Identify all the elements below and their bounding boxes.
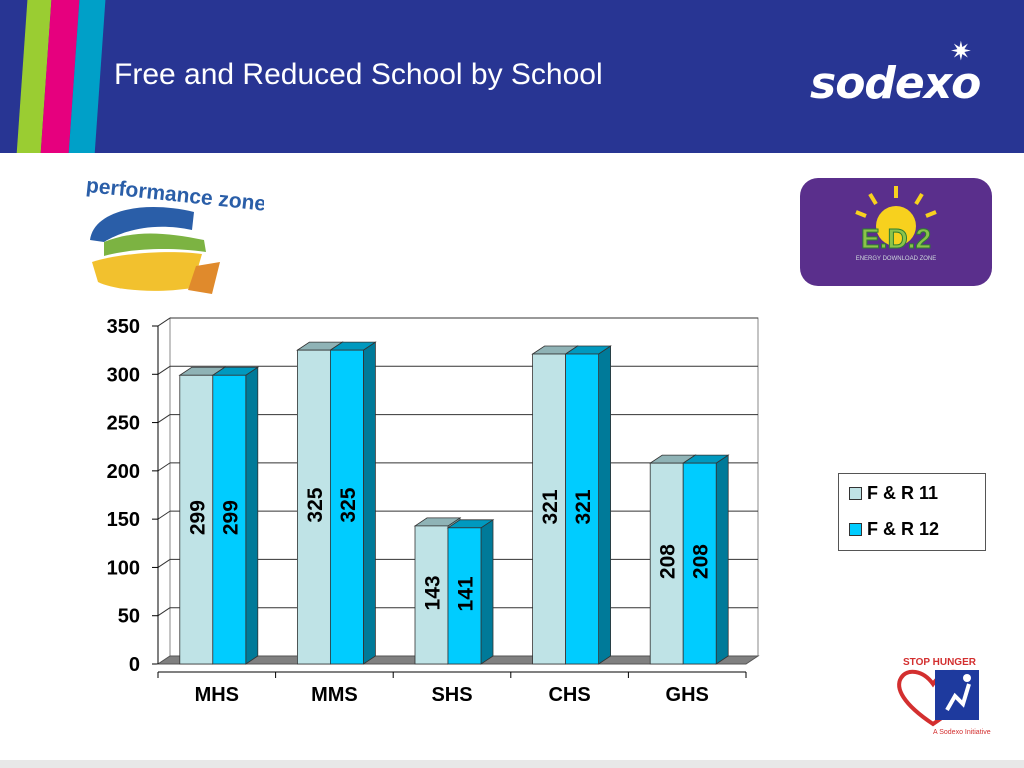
bar: [447, 527, 482, 665]
bar: [532, 353, 566, 665]
legend-item-series-1: F & R 11: [849, 482, 938, 504]
x-tick-label: GHS: [666, 684, 709, 706]
gridline-depth: [157, 317, 171, 327]
legend-swatch-series-2: [849, 522, 862, 536]
bar-side: [245, 366, 259, 665]
bar: [329, 349, 364, 665]
x-tick-label: MMS: [311, 684, 358, 706]
stop-hunger-logo-text: STOP HUNGER: [903, 657, 977, 668]
energy-download-zone-logo: E.D.2 ENERGY DOWNLOAD ZONE: [800, 178, 992, 286]
x-tick-label: SHS: [431, 684, 472, 706]
data-label: 321: [539, 489, 562, 524]
gridline-depth: [157, 510, 171, 520]
gridline-depth: [157, 559, 171, 568]
chart-legend: F & R 11 F & R 12: [838, 473, 986, 551]
legend-label-series-2: F & R 12: [867, 518, 940, 539]
bottom-bar: [0, 760, 1024, 768]
y-tick-label: 50: [118, 606, 140, 628]
gridline-depth: [157, 414, 171, 423]
bar: [212, 374, 247, 665]
y-tick-label: 350: [107, 316, 140, 338]
legend-swatch-series-1: [849, 486, 862, 500]
bar: [682, 462, 717, 665]
slide-header: Free and Reduced School by School sodexo…: [0, 0, 1024, 153]
legend-label-series-1: F & R 11: [867, 482, 939, 503]
bar: [649, 462, 684, 665]
y-tick-label: 300: [107, 364, 140, 386]
bar-side: [715, 454, 729, 665]
bar-chart: 0 50 100 150 200 250 300 350 MHS 299 299 MMS 325 325 S…: [107, 316, 760, 706]
bar: [565, 353, 599, 665]
x-tick-label: MHS: [195, 684, 239, 706]
data-label: 208: [690, 544, 713, 579]
stop-hunger-logo: STOP HUNGER A Sodexo Initiative: [897, 657, 991, 736]
bar-side: [598, 345, 611, 665]
data-label: 141: [455, 576, 478, 611]
y-tick-label: 200: [107, 461, 140, 483]
bar: [179, 374, 214, 665]
gridline-depth: [157, 365, 171, 375]
y-tick-label: 250: [107, 413, 140, 435]
slide-title: Free and Reduced School by School: [114, 58, 603, 91]
y-tick-label: 150: [107, 509, 140, 531]
bar-side: [480, 519, 494, 665]
edz-logo-subtext: ENERGY DOWNLOAD ZONE: [856, 256, 937, 262]
gridline-depth: [157, 607, 171, 617]
y-tick-label: 0: [129, 654, 140, 676]
data-label: 208: [657, 544, 680, 579]
data-label: 299: [186, 500, 209, 535]
stop-hunger-logo-subtext: A Sodexo Initiative: [933, 729, 991, 736]
sodexo-star-icon: ✷: [950, 36, 972, 66]
bar: [296, 349, 331, 665]
sodexo-logo: sodexo: [810, 58, 981, 109]
data-label: 321: [572, 489, 595, 524]
x-tick-label: CHS: [548, 684, 590, 706]
bar-side: [362, 341, 376, 665]
legend-item-series-2: F & R 12: [849, 518, 939, 540]
data-label: 143: [422, 575, 445, 610]
data-label: 325: [337, 487, 360, 522]
edz-logo-text: E.D.2: [861, 223, 931, 254]
data-label: 299: [219, 500, 242, 535]
y-tick-label: 100: [107, 557, 140, 579]
performance-zone-logo: performance zone: [85, 174, 264, 294]
data-label: 325: [304, 487, 327, 522]
edz-sun-icon: E.D.2 ENERGY DOWNLOAD ZONE: [855, 186, 937, 262]
gridline-depth: [157, 462, 171, 472]
